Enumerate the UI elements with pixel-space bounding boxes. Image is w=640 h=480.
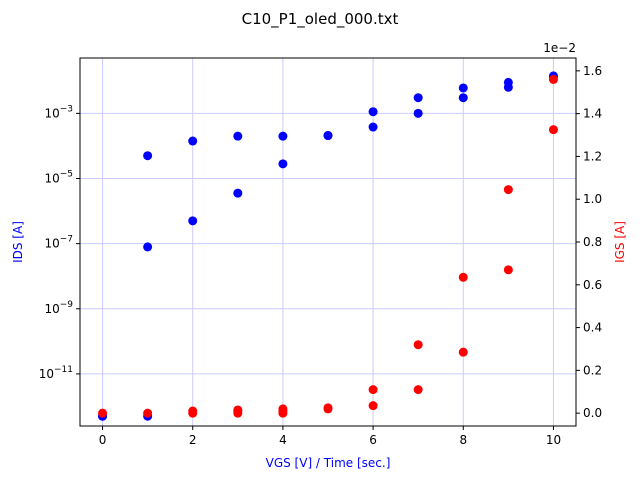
right-y-axis-label: IGS [A]: [613, 221, 627, 263]
right-y-tick-label: 0.6: [583, 278, 602, 292]
data-points: [98, 71, 558, 421]
right-y-tick-label: 1.6: [583, 64, 602, 78]
ids-point: [503, 77, 513, 87]
igs-point: [413, 340, 423, 350]
right-y-axis-ticks: 0.0 0.2 0.4 0.6 0.8 1.0 1.2 1.4 1.6: [576, 64, 602, 420]
x-tick-label: 4: [279, 433, 287, 447]
tick-base: 10: [44, 171, 59, 185]
ids-point: [143, 151, 153, 161]
x-tick-label: 10: [546, 433, 561, 447]
igs-point: [188, 406, 198, 416]
igs-point: [368, 385, 378, 395]
right-y-tick-label: 1.4: [583, 107, 602, 121]
chart-title: C10_P1_oled_000.txt: [242, 10, 399, 29]
tick-base: 10: [44, 237, 59, 251]
tick-exponent: −9: [60, 300, 74, 310]
igs-point: [278, 404, 288, 414]
igs-point: [548, 74, 558, 84]
tick-base: 10: [44, 106, 59, 120]
igs-point: [323, 403, 333, 413]
tick-exponent: −3: [60, 104, 73, 114]
igs-point: [98, 408, 108, 418]
x-tick-label: 2: [189, 433, 197, 447]
right-y-tick-label: 0.0: [583, 406, 602, 420]
ids-point: [458, 93, 468, 103]
tick-base: 10: [39, 367, 54, 381]
right-y-tick-label: 1.2: [583, 149, 602, 163]
left-y-tick-label: 10−7: [44, 235, 73, 251]
ids-point: [278, 159, 288, 169]
right-axis-multiplier: 1e−2: [543, 41, 576, 55]
ids-point: [368, 107, 378, 117]
ids-point: [413, 93, 423, 103]
left-y-tick-label: 10−3: [44, 104, 73, 120]
x-axis-label: VGS [V] / Time [sec.]: [266, 456, 391, 470]
igs-point: [548, 125, 558, 135]
grid: [80, 58, 576, 426]
ids-point: [368, 122, 378, 132]
ids-point: [233, 188, 243, 198]
left-y-tick-label: 10−9: [44, 300, 73, 316]
x-tick-label: 0: [99, 433, 107, 447]
left-y-axis-ticks: 10−310−510−710−910−11: [39, 104, 80, 381]
ids-point: [413, 108, 423, 118]
igs-point: [413, 385, 423, 395]
ids-point: [458, 83, 468, 93]
right-y-tick-label: 0.2: [583, 363, 602, 377]
igs-point: [458, 347, 468, 357]
ids-point: [188, 216, 198, 226]
left-y-tick-label: 10−5: [44, 169, 73, 185]
tick-exponent: −5: [60, 169, 73, 179]
tick-exponent: −11: [54, 365, 73, 375]
tick-exponent: −7: [60, 235, 73, 245]
igs-point: [458, 272, 468, 282]
right-y-tick-label: 0.4: [583, 321, 602, 335]
right-y-tick-label: 1.0: [583, 192, 602, 206]
x-tick-label: 6: [369, 433, 377, 447]
igs-point: [503, 185, 513, 195]
igs-point: [143, 408, 153, 418]
ids-point: [278, 131, 288, 141]
left-y-tick-label: 10−11: [39, 365, 73, 381]
igs-point: [233, 405, 243, 415]
tick-base: 10: [44, 302, 59, 316]
ids-point: [188, 136, 198, 146]
x-axis-ticks: 0 2 4 6 8 10: [99, 426, 561, 447]
igs-point: [368, 401, 378, 411]
ids-point: [143, 242, 153, 252]
x-tick-label: 8: [459, 433, 467, 447]
ids-point: [233, 131, 243, 141]
ids-point: [323, 131, 333, 141]
igs-point: [503, 265, 513, 275]
right-y-tick-label: 0.8: [583, 235, 602, 249]
left-y-axis-label: IDS [A]: [11, 221, 25, 263]
